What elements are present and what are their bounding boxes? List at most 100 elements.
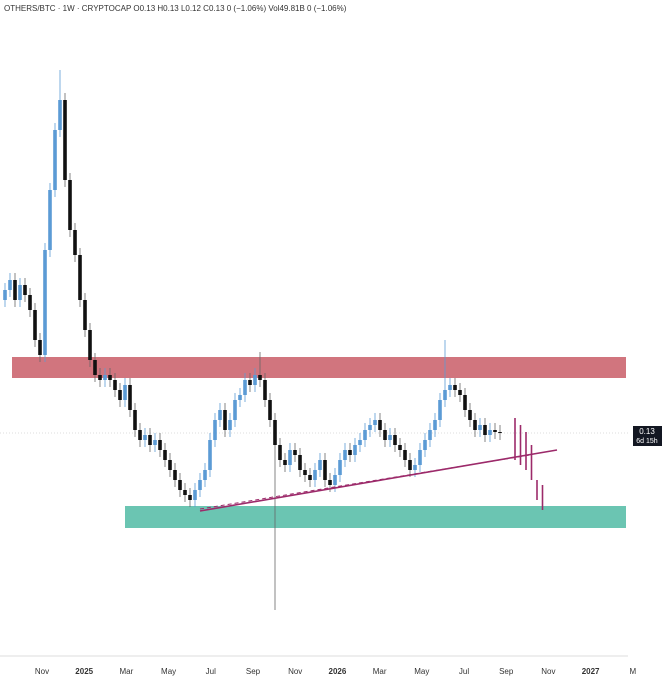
candle-body — [223, 410, 227, 430]
candle-body — [133, 410, 137, 430]
price-tag-value: 0.13 — [639, 427, 655, 436]
candle-body — [23, 285, 27, 295]
candle-body — [448, 385, 452, 390]
candle-body — [393, 435, 397, 445]
candle-body — [388, 435, 392, 440]
candle-body — [63, 100, 67, 180]
candle-body — [238, 395, 242, 400]
candle-body — [43, 250, 47, 355]
x-tick-label: 2025 — [75, 667, 93, 676]
x-tick-label: Jul — [206, 667, 216, 676]
candle-body — [148, 435, 152, 445]
candle-body — [253, 375, 257, 385]
resistance-zone — [12, 357, 626, 378]
x-tick-label: 2026 — [329, 667, 347, 676]
candle-body — [468, 410, 472, 420]
candle-body — [208, 440, 212, 470]
x-tick-label: May — [414, 667, 429, 676]
candle-body — [78, 255, 82, 300]
candle-body — [228, 420, 232, 430]
x-tick-label: Sep — [499, 667, 514, 676]
candle-body — [463, 395, 467, 410]
candle-body — [38, 340, 42, 355]
candle-body — [338, 460, 342, 475]
candle-body — [58, 100, 62, 130]
x-tick-label: Nov — [35, 667, 49, 676]
candle-body — [178, 480, 182, 490]
candle-body — [343, 450, 347, 460]
candle-body — [303, 470, 307, 475]
candle-body — [318, 460, 322, 470]
candle-body — [233, 400, 237, 420]
candle-body — [308, 475, 312, 480]
price-tag — [633, 426, 662, 446]
candle-body — [168, 460, 172, 470]
candle-body — [153, 440, 157, 445]
candle-body — [243, 380, 247, 395]
candle-body — [353, 445, 357, 455]
candle-body — [413, 465, 417, 470]
candle-body — [478, 425, 482, 430]
candle-body — [428, 430, 432, 440]
candle-body — [263, 380, 267, 400]
candle-body — [423, 440, 427, 450]
candle-body — [123, 385, 127, 400]
candle-body — [378, 420, 382, 430]
candle-body — [193, 490, 197, 500]
candle-body — [73, 230, 77, 255]
candle-body — [103, 375, 107, 380]
candle-body — [18, 285, 22, 300]
x-tick-label: Nov — [541, 667, 555, 676]
candle-body — [213, 420, 217, 440]
candle-body — [433, 420, 437, 430]
candle-body — [498, 432, 502, 433]
candle-body — [298, 455, 302, 470]
candle-body — [68, 180, 72, 230]
candle-body — [363, 430, 367, 440]
candle-body — [173, 470, 177, 480]
candle-body — [158, 440, 162, 450]
candle-body — [333, 475, 337, 485]
candle-body — [93, 360, 97, 375]
candle-body — [28, 295, 32, 310]
candle-body — [313, 470, 317, 480]
candle-body — [278, 445, 282, 460]
candle-body — [53, 130, 57, 190]
candle-body — [118, 390, 122, 400]
candle-body — [218, 410, 222, 420]
chart-title: OTHERS/BTC · 1W · CRYPTOCAP O0.13 H0.13 … — [4, 4, 347, 13]
candle-body — [163, 450, 167, 460]
candle-body — [143, 435, 147, 440]
support-zone — [125, 506, 626, 528]
x-tick-label: Sep — [246, 667, 261, 676]
candle-body — [398, 445, 402, 450]
candle-body — [368, 425, 372, 430]
candle-body — [88, 330, 92, 360]
x-tick-label: Nov — [288, 667, 302, 676]
candle-body — [248, 380, 252, 385]
candle-body — [438, 400, 442, 420]
candle-body — [453, 385, 457, 390]
x-tick-label: Mar — [373, 667, 387, 676]
candle-body — [288, 450, 292, 465]
candle-body — [383, 430, 387, 440]
candle-body — [328, 480, 332, 485]
candle-body — [348, 450, 352, 455]
candle-body — [138, 430, 142, 440]
candle-body — [403, 450, 407, 460]
candle-body — [258, 375, 262, 380]
candle-body — [13, 280, 17, 300]
candle-body — [408, 460, 412, 470]
candle-body — [108, 375, 112, 380]
candle-body — [493, 430, 497, 432]
candle-body — [113, 380, 117, 390]
x-tick-label: M — [629, 667, 636, 676]
candle-body — [418, 450, 422, 465]
candle-body — [473, 420, 477, 430]
candle-body — [3, 290, 7, 300]
candle-body — [33, 310, 37, 340]
candle-body — [483, 425, 487, 435]
candle-body — [358, 440, 362, 445]
x-tick-label: Mar — [120, 667, 134, 676]
